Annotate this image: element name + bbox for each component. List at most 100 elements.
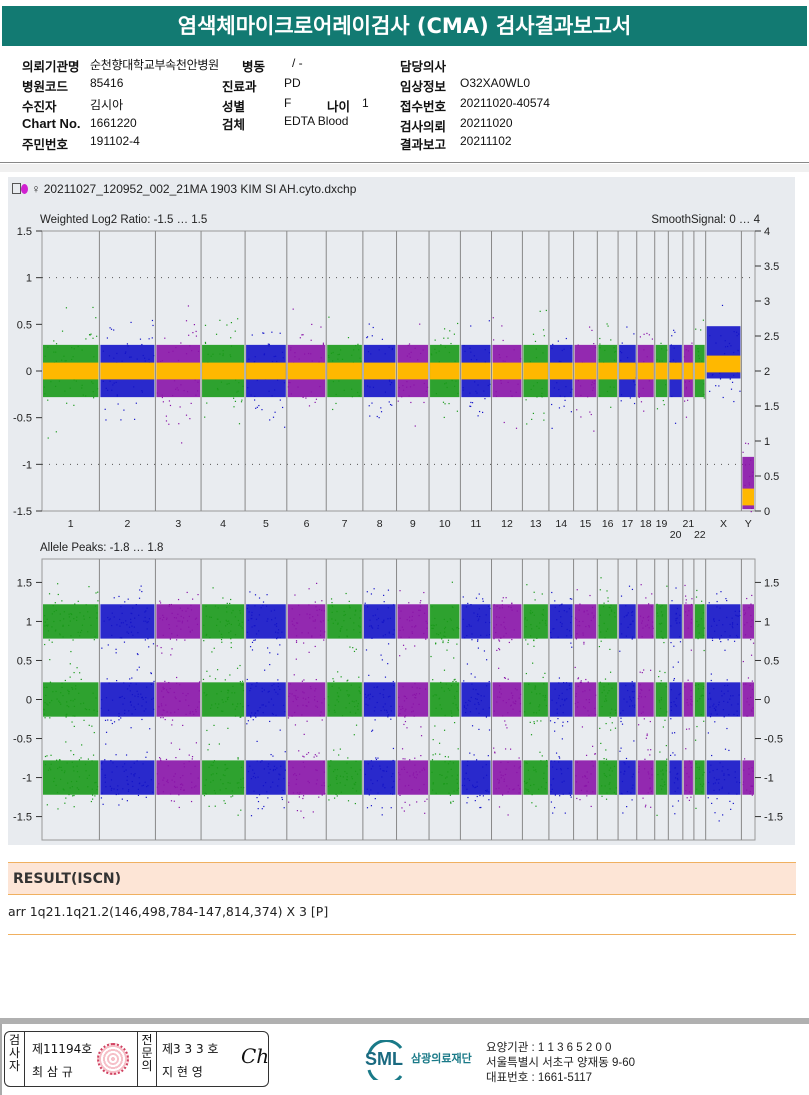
address: 서울특별시 서초구 양재동 9-60 [486,1057,635,1069]
data-point [476,698,478,700]
data-point [435,707,437,709]
data-point [601,795,603,797]
data-point [565,386,567,388]
data-point [412,774,414,776]
data-point [530,613,532,615]
phone: 대표번호 : 1661-5117 [486,1072,593,1084]
data-point [209,616,211,618]
data-point [259,707,261,709]
data-point [315,398,318,400]
data-point [295,628,297,630]
data-point [632,773,634,775]
data-point [426,627,428,629]
data-point [59,759,61,761]
data-point [56,791,59,794]
data-point [234,715,237,717]
data-point [690,766,692,769]
data-point [148,358,150,360]
data-point [275,631,277,633]
data-point [656,408,659,410]
data-point [123,682,125,684]
data-point [111,722,113,725]
data-point [486,790,488,793]
data-point [59,634,61,636]
data-point [454,360,456,362]
data-point [622,812,624,814]
data-point [472,688,474,690]
data-band [619,682,636,717]
data-point [401,396,403,398]
data-point [162,709,164,711]
data-point [302,704,304,706]
data-point [545,620,547,622]
data-point [230,345,233,347]
data-point [728,792,730,794]
data-point [215,333,218,335]
data-point [109,327,111,329]
data-point [541,593,543,595]
data-point [698,632,700,634]
data-point [467,760,469,762]
data-point [150,672,152,674]
chromosome-label: 16 [602,518,614,530]
data-point [192,332,194,334]
data-point [412,703,414,705]
data-point [643,410,645,412]
data-point [76,771,79,773]
data-point [391,787,393,789]
data-point [561,725,564,727]
data-point [217,389,219,391]
data-point [512,695,514,697]
data-point [582,776,584,778]
data-point [94,782,96,784]
data-point [111,624,113,627]
data-point [609,607,611,609]
data-point [579,799,581,801]
data-point [702,688,704,690]
data-point [603,622,605,625]
data-point [133,706,135,708]
data-point [137,653,139,656]
data-point [372,615,374,617]
data-point [148,338,150,340]
data-point [721,787,723,790]
data-point [453,333,455,335]
data-point [500,774,502,776]
data-point [399,590,401,592]
data-point [751,680,753,682]
data-point [709,697,712,700]
data-point [748,484,751,486]
data-point [435,694,438,696]
data-point [121,360,123,362]
data-point [172,350,174,352]
data-point [719,607,721,609]
data-point [450,619,452,621]
data-point [359,691,361,693]
data-point [475,597,478,599]
data-point [265,781,267,784]
data-point [66,762,68,764]
data-point [388,632,390,634]
data-point [193,713,195,715]
data-point [71,688,74,690]
data-point [672,666,674,668]
data-point [565,337,567,340]
data-point [146,622,148,624]
data-point [399,778,401,780]
data-point [577,344,579,346]
data-point [626,701,628,703]
data-point [468,779,471,782]
data-point [171,724,173,726]
data-point [230,322,233,324]
smooth-signal [549,362,573,380]
data-point [431,759,434,761]
data-point [539,693,541,695]
data-point [93,731,95,734]
data-point [267,691,269,693]
y2-tick-label: 1 [764,436,770,448]
data-point [748,768,750,770]
data-point [546,759,548,762]
data-point [567,721,569,723]
data-point [327,354,330,357]
data-point [95,697,97,699]
